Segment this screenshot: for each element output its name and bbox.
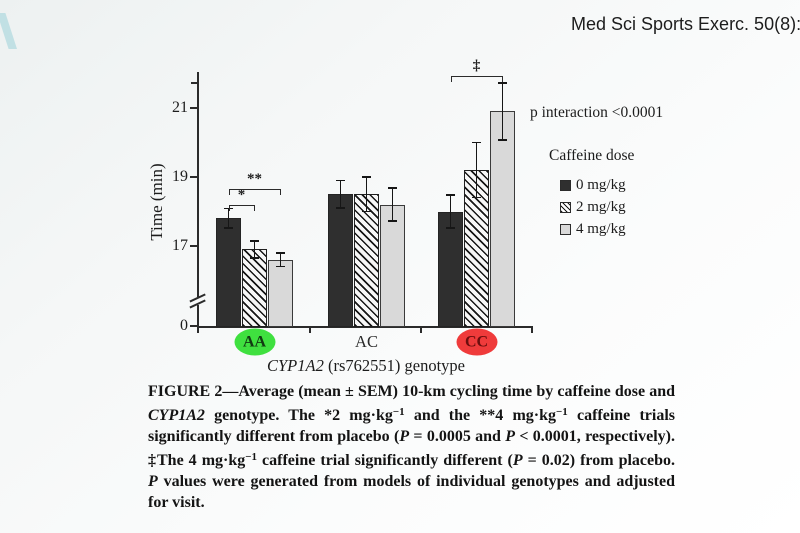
sig-bracket-*: * xyxy=(228,188,255,211)
y-tick-label: 21 xyxy=(172,99,188,116)
error-bar-AA-2 xyxy=(279,252,282,268)
caption-segment: P xyxy=(148,473,158,490)
error-bar-cap xyxy=(336,179,345,182)
legend-item-4mg/kg: 4 mg/kg xyxy=(560,218,626,240)
sig-bracket-‡: ‡ xyxy=(450,59,503,82)
sig-label: ‡ xyxy=(472,58,481,74)
caption-segment: CYP1A2 xyxy=(148,407,205,424)
legend-swatch-light xyxy=(560,223,571,235)
error-bar-cap xyxy=(336,207,345,209)
legend-item-0mg/kg: 0 mg/kg xyxy=(560,174,626,196)
legend-swatch-solid-dark xyxy=(560,179,571,191)
error-bar-cap xyxy=(276,252,285,254)
legend-label: 4 mg/kg xyxy=(576,220,626,237)
bar-AA-4mg/kg xyxy=(268,259,293,327)
error-bar-cap xyxy=(362,176,371,178)
caption-segment: P xyxy=(399,428,410,445)
bar-AA-2mg/kg xyxy=(242,249,267,327)
gene-name: CYP1A2 xyxy=(267,356,324,375)
y-tick xyxy=(190,107,197,109)
error-bar-cap xyxy=(446,194,455,196)
error-bar-cap xyxy=(498,139,507,141)
y-tick-label: 17 xyxy=(172,237,188,254)
caption-segment: −1 xyxy=(392,406,405,418)
error-bar-CC-0 xyxy=(449,194,452,229)
error-bar-cap xyxy=(276,265,285,268)
error-bar-AC-0 xyxy=(339,179,342,209)
legend-swatch-hatched xyxy=(560,201,571,213)
genotype-label-AC: AC xyxy=(355,332,378,351)
error-bar-CC-1 xyxy=(475,141,478,199)
caption-segment: P xyxy=(512,452,523,469)
error-bar-cap xyxy=(388,220,397,222)
x-tick xyxy=(420,327,422,333)
caption-segment: genotype. The *2 mg·kg xyxy=(204,407,393,424)
axis-break-gap xyxy=(195,297,201,305)
error-bar-cap xyxy=(472,141,481,144)
error-bar-CC-2 xyxy=(501,82,504,141)
x-tick xyxy=(309,327,311,333)
bar-AC-4mg/kg xyxy=(380,204,405,327)
error-bar-AC-1 xyxy=(365,176,368,213)
sig-label: ** xyxy=(247,171,262,187)
legend-title: Caffeine dose xyxy=(549,147,635,164)
legend: 0 mg/kg 2 mg/kg 4 mg/kg xyxy=(560,174,626,240)
caption-segment: caffeine trials significantly different … xyxy=(148,407,675,445)
error-bar-cap xyxy=(362,210,371,213)
journal-reference: Med Sci Sports Exerc. 50(8): xyxy=(571,14,800,34)
error-bar-AC-2 xyxy=(391,187,394,222)
figure-caption: FIGURE 2—Average (mean ± SEM) 10-km cycl… xyxy=(148,381,675,513)
legend-label: 0 mg/kg xyxy=(576,176,626,193)
legend-label: 2 mg/kg xyxy=(576,198,626,215)
error-bar-cap xyxy=(472,196,481,199)
sig-label: * xyxy=(237,187,246,203)
caption-segment: caffeine trial significantly different ( xyxy=(257,452,513,469)
y-tick xyxy=(190,176,197,178)
error-bar-AA-1 xyxy=(253,240,256,259)
caption-segment: = 0.02) from placebo. xyxy=(522,452,676,469)
bar-AA-0mg/kg xyxy=(216,218,241,327)
y-tick xyxy=(190,325,197,327)
error-bar-cap xyxy=(250,257,259,259)
x-axis-title-rest: (rs762551) genotype xyxy=(323,356,465,375)
y-axis xyxy=(197,72,199,327)
caption-segment: < 0.0001, respectively). ‡The 4 mg·kg xyxy=(148,428,675,469)
sig-bracket-**: ** xyxy=(228,172,281,195)
caption-segment: P xyxy=(505,428,516,445)
x-axis-title: CYP1A2 (rs762551) genotype xyxy=(198,356,534,376)
bar-AC-2mg/kg xyxy=(354,194,379,327)
caption-segment: −1 xyxy=(556,406,568,418)
x-tick xyxy=(197,327,199,333)
caption-segment: FIGURE 2—Average (mean ± SEM) 10-km cycl… xyxy=(148,383,675,400)
caption-segment: = 0.0005 and xyxy=(409,428,506,445)
genotype-label-CC: CC xyxy=(456,328,497,356)
error-bar-cap xyxy=(388,187,397,189)
legend-item-2mg/kg: 2 mg/kg xyxy=(560,196,626,218)
y-tick-minor xyxy=(191,82,197,84)
bar-CC-0mg/kg xyxy=(438,211,463,327)
bar-CC-4mg/kg xyxy=(490,111,515,327)
y-tick xyxy=(190,245,197,247)
error-bar-cap xyxy=(498,82,507,84)
error-bar-cap xyxy=(224,227,233,229)
x-tick xyxy=(531,327,533,333)
caption-segment: values were generated from models of ind… xyxy=(148,473,675,511)
bar-AC-0mg/kg xyxy=(328,194,353,327)
caption-segment: −1 xyxy=(245,451,258,463)
error-bar-cap xyxy=(446,227,455,229)
error-bar-AA-0 xyxy=(227,208,230,229)
caption-segment: and the **4 mg·kg xyxy=(404,407,557,424)
genotype-label-AA: AA xyxy=(234,328,275,356)
error-bar-cap xyxy=(250,240,259,242)
y-tick-label: 0 xyxy=(180,317,188,334)
y-tick-label: 19 xyxy=(172,168,188,185)
p-interaction-text: p interaction <0.0001 xyxy=(530,104,664,121)
